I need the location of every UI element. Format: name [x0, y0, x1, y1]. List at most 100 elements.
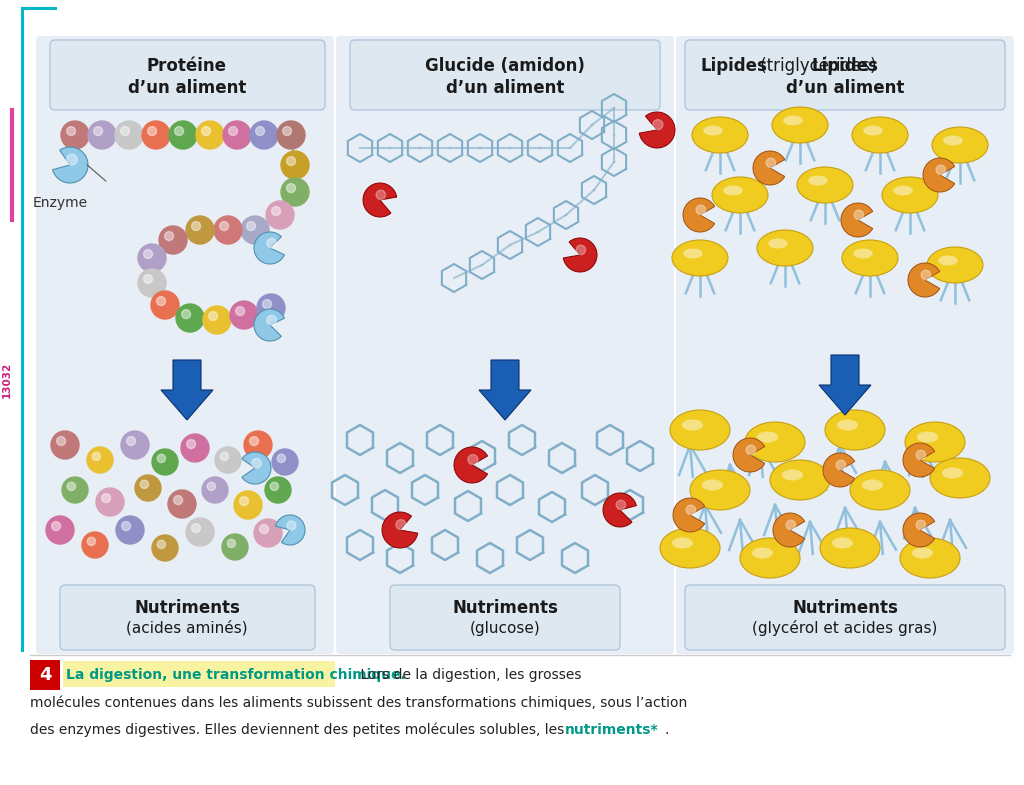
Ellipse shape [770, 460, 830, 500]
Circle shape [191, 221, 201, 231]
Wedge shape [275, 515, 305, 545]
Circle shape [202, 126, 211, 136]
Circle shape [147, 126, 157, 136]
Circle shape [786, 520, 796, 530]
Circle shape [62, 477, 88, 503]
Text: d’un aliment: d’un aliment [445, 79, 564, 97]
FancyBboxPatch shape [685, 585, 1005, 650]
Ellipse shape [882, 177, 938, 213]
Wedge shape [908, 263, 940, 297]
FancyBboxPatch shape [60, 585, 315, 650]
Ellipse shape [768, 239, 787, 248]
Circle shape [222, 534, 248, 560]
Circle shape [87, 537, 95, 546]
Circle shape [143, 250, 153, 258]
Ellipse shape [912, 547, 933, 558]
Circle shape [207, 482, 215, 491]
Circle shape [616, 500, 626, 509]
Circle shape [283, 126, 292, 136]
Wedge shape [823, 453, 855, 487]
Ellipse shape [852, 117, 908, 153]
Ellipse shape [752, 547, 773, 558]
Wedge shape [733, 438, 765, 472]
Circle shape [250, 436, 258, 446]
Wedge shape [603, 493, 637, 527]
Circle shape [142, 121, 170, 149]
Circle shape [157, 297, 166, 305]
Ellipse shape [712, 177, 768, 213]
Circle shape [127, 436, 135, 446]
Circle shape [577, 245, 586, 254]
Circle shape [93, 126, 102, 136]
Ellipse shape [772, 107, 828, 143]
Circle shape [140, 480, 148, 488]
Circle shape [158, 455, 166, 462]
Ellipse shape [672, 538, 693, 549]
Wedge shape [773, 513, 805, 547]
Text: Nutriments: Nutriments [134, 599, 240, 617]
Circle shape [138, 269, 166, 297]
Wedge shape [254, 232, 285, 264]
Text: d’un aliment: d’un aliment [785, 79, 904, 97]
Ellipse shape [702, 480, 723, 491]
Circle shape [244, 431, 272, 459]
Circle shape [396, 520, 406, 530]
FancyBboxPatch shape [390, 585, 620, 650]
FancyBboxPatch shape [30, 660, 60, 690]
Text: Glucide (amidon): Glucide (amidon) [425, 57, 585, 75]
Circle shape [116, 516, 144, 544]
Circle shape [158, 540, 166, 549]
Text: (triglycérides): (triglycérides) [755, 57, 877, 75]
Circle shape [215, 447, 241, 473]
Wedge shape [454, 447, 487, 483]
Circle shape [936, 165, 945, 174]
Circle shape [186, 518, 214, 546]
Text: (glycérol et acides gras): (glycérol et acides gras) [753, 620, 938, 636]
Circle shape [468, 455, 478, 465]
Text: molécules contenues dans les aliments subissent des transformations chimiques, s: molécules contenues dans les aliments su… [30, 696, 687, 710]
Circle shape [236, 307, 245, 316]
Circle shape [56, 436, 66, 446]
Ellipse shape [703, 126, 723, 136]
Wedge shape [673, 498, 705, 532]
Circle shape [766, 158, 775, 168]
Wedge shape [242, 452, 271, 484]
Circle shape [653, 119, 663, 130]
Text: Lipides: Lipides [700, 57, 767, 75]
Circle shape [92, 452, 100, 461]
Circle shape [287, 156, 296, 166]
Circle shape [696, 205, 706, 214]
Wedge shape [923, 158, 954, 192]
Ellipse shape [927, 247, 983, 283]
Wedge shape [254, 309, 285, 341]
Circle shape [169, 121, 197, 149]
Circle shape [916, 520, 926, 530]
Ellipse shape [862, 480, 883, 491]
Ellipse shape [723, 185, 742, 195]
Ellipse shape [932, 127, 988, 163]
Ellipse shape [690, 470, 750, 510]
Circle shape [260, 524, 268, 534]
Circle shape [168, 490, 196, 518]
Text: (glucose): (glucose) [470, 620, 541, 636]
Text: .: . [665, 723, 670, 737]
Text: nutriments*: nutriments* [565, 723, 658, 737]
Circle shape [135, 475, 161, 501]
Circle shape [165, 232, 173, 240]
Circle shape [228, 126, 238, 136]
Ellipse shape [893, 185, 912, 195]
Text: Nutriments: Nutriments [792, 599, 898, 617]
FancyBboxPatch shape [685, 40, 1005, 110]
Ellipse shape [797, 167, 853, 203]
Circle shape [836, 460, 846, 469]
Text: Enzyme: Enzyme [33, 196, 88, 210]
FancyArrow shape [819, 355, 871, 415]
FancyBboxPatch shape [50, 40, 325, 110]
Ellipse shape [672, 240, 728, 276]
Circle shape [51, 521, 60, 531]
Circle shape [186, 440, 196, 448]
Wedge shape [903, 513, 935, 547]
Circle shape [101, 494, 111, 502]
Circle shape [181, 434, 209, 462]
Text: Protéine: Protéine [147, 57, 227, 75]
